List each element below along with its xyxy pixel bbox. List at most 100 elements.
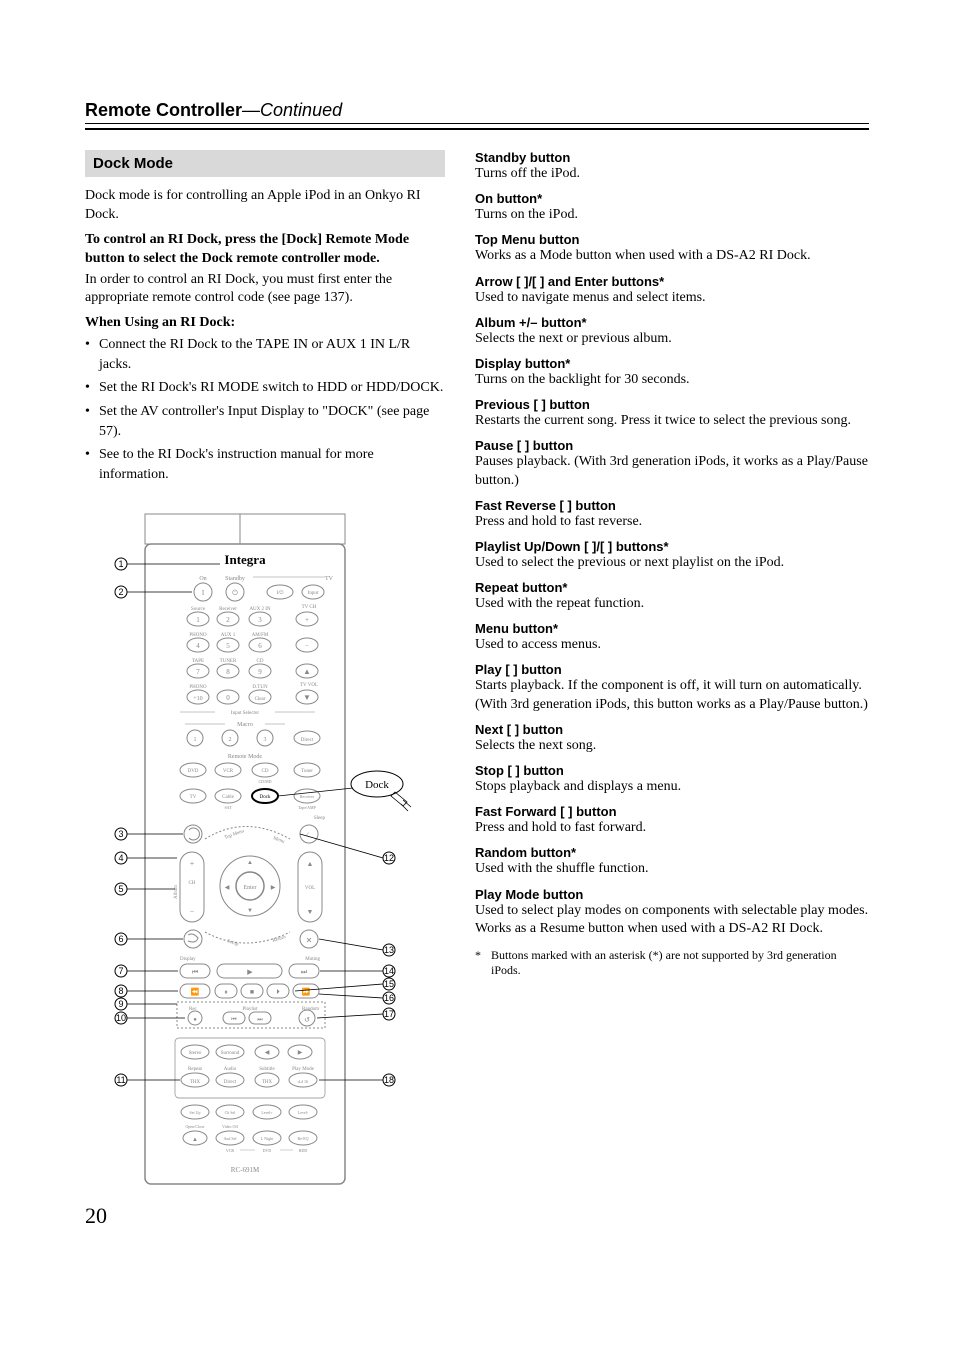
svg-text:Menu: Menu (272, 837, 285, 846)
function-desc: Starts playback. If the component is off… (475, 677, 869, 713)
function-block: Repeat button*Used with the repeat funct… (475, 580, 869, 613)
function-desc: Selects the next song. (475, 737, 869, 755)
svg-text:▶: ▶ (271, 885, 276, 891)
svg-text:CD: CD (262, 769, 269, 774)
svg-text:CD/MD: CD/MD (258, 779, 271, 784)
list-item: Set the RI Dock's RI MODE switch to HDD … (85, 378, 445, 398)
svg-text:Cable: Cable (222, 795, 234, 800)
bullet-list: Connect the RI Dock to the TAPE IN or AU… (85, 335, 445, 484)
svg-text:Level+: Level+ (261, 1110, 273, 1115)
function-desc: Turns on the iPod. (475, 206, 869, 224)
remote-diagram: Integra On Standby TV I ⏻ I/⏻ Input Sour… (85, 494, 445, 1209)
svg-text:Surround: Surround (221, 1051, 240, 1056)
svg-text:4: 4 (196, 642, 200, 650)
svg-text:↺: ↺ (304, 1016, 310, 1024)
function-title: Menu button* (475, 621, 869, 636)
svg-text:TV VOL: TV VOL (300, 683, 318, 688)
svg-text:CD: CD (257, 659, 264, 664)
intro-text: Dock mode is for controlling an Apple iP… (85, 187, 445, 225)
function-title: Random button* (475, 845, 869, 860)
svg-text:Dock: Dock (365, 779, 389, 791)
function-block: Fast Forward [ ] buttonPress and hold to… (475, 804, 869, 837)
model-text: RC-691M (231, 1166, 260, 1174)
svg-text:9: 9 (258, 668, 262, 676)
function-desc: Used to access menus. (475, 636, 869, 654)
function-block: Fast Reverse [ ] buttonPress and hold to… (475, 498, 869, 531)
svg-text:▼: ▼ (247, 908, 253, 914)
function-title: Stop [ ] button (475, 763, 869, 778)
svg-text:VOL: VOL (305, 886, 315, 891)
svg-text:Ch Sel: Ch Sel (225, 1110, 237, 1115)
brand-text: Integra (224, 552, 266, 567)
svg-text:Subtitle: Subtitle (259, 1067, 275, 1072)
svg-text:13: 13 (384, 945, 394, 955)
function-desc: Used to navigate menus and select items. (475, 289, 869, 307)
svg-text:AUX 1: AUX 1 (221, 633, 236, 638)
svg-text:5: 5 (226, 642, 230, 650)
svg-text:D.TUN: D.TUN (252, 685, 268, 690)
svg-text:I: I (202, 589, 205, 597)
svg-text:▲: ▲ (247, 860, 253, 866)
function-title: Previous [ ] button (475, 397, 869, 412)
svg-text:On: On (199, 576, 206, 582)
function-title: Fast Forward [ ] button (475, 804, 869, 819)
function-title: Pause [ ] button (475, 438, 869, 453)
svg-text:3: 3 (258, 616, 262, 624)
svg-text:+10: +10 (193, 696, 202, 702)
svg-text:CH: CH (189, 881, 196, 886)
function-block: Play Mode buttonUsed to select play mode… (475, 887, 869, 938)
svg-text:Tuner: Tuner (301, 769, 313, 774)
svg-text:TUNER: TUNER (220, 659, 237, 664)
svg-text:DVD: DVD (263, 1148, 272, 1153)
svg-text:⏮: ⏮ (231, 1017, 237, 1023)
header-rule (85, 123, 869, 124)
svg-text:6: 6 (118, 934, 123, 944)
svg-text:THX: THX (190, 1080, 201, 1085)
svg-text:I/⏻: I/⏻ (276, 590, 283, 596)
svg-text:2: 2 (226, 616, 230, 624)
svg-text:Direct: Direct (301, 738, 314, 743)
svg-text:2: 2 (118, 587, 123, 597)
svg-text:⏻: ⏻ (232, 589, 238, 597)
svg-text:Open/Close: Open/Close (186, 1124, 205, 1129)
svg-text:▲: ▲ (307, 860, 314, 868)
footnote-text: Buttons marked with an asterisk (*) are … (491, 948, 869, 978)
function-title: Standby button (475, 150, 869, 165)
svg-text:⏭: ⏭ (301, 968, 308, 976)
function-title: Display button* (475, 356, 869, 371)
function-desc: Turns off the iPod. (475, 165, 869, 183)
svg-text:7: 7 (196, 668, 200, 676)
svg-text:3: 3 (118, 829, 123, 839)
function-block: Previous [ ] buttonRestarts the current … (475, 397, 869, 430)
svg-text:Sleep: Sleep (314, 816, 326, 821)
page-title-main: Remote Controller (85, 100, 242, 120)
remote-svg: Integra On Standby TV I ⏻ I/⏻ Input Sour… (85, 494, 425, 1204)
svg-text:TAPE: TAPE (192, 659, 204, 664)
svg-text:10: 10 (116, 1013, 126, 1023)
function-desc: Press and hold to fast reverse. (475, 513, 869, 531)
function-block: Random button*Used with the shuffle func… (475, 845, 869, 878)
list-item: See to the RI Dock's instruction manual … (85, 445, 445, 484)
svg-text:Aud Sel: Aud Sel (224, 1136, 238, 1141)
function-desc: Stops playback and displays a menu. (475, 778, 869, 796)
svg-text:Macro: Macro (237, 722, 253, 728)
svg-text:☾: ☾ (306, 832, 311, 839)
svg-text:Play Mode: Play Mode (292, 1067, 315, 1072)
svg-text:VCR: VCR (223, 769, 234, 774)
svg-text:15: 15 (384, 979, 394, 989)
function-title: Next [ ] button (475, 722, 869, 737)
svg-text:11: 11 (116, 1075, 125, 1085)
function-block: Display button*Turns on the backlight fo… (475, 356, 869, 389)
function-block: Arrow [ ]/[ ] and Enter buttons*Used to … (475, 274, 869, 307)
svg-text:Clear: Clear (255, 697, 266, 702)
svg-text:Remote Mode: Remote Mode (228, 754, 262, 760)
page-title-continued: —Continued (242, 100, 342, 120)
svg-text:1: 1 (196, 616, 200, 624)
svg-text:Stereo: Stereo (189, 1051, 202, 1056)
svg-text:Enter: Enter (244, 885, 257, 891)
svg-text:12: 12 (384, 853, 394, 863)
section-heading: Dock Mode (85, 150, 445, 177)
svg-text:16: 16 (384, 993, 394, 1003)
svg-text:6: 6 (258, 642, 262, 650)
code-note: In order to control an RI Dock, you must… (85, 271, 445, 309)
